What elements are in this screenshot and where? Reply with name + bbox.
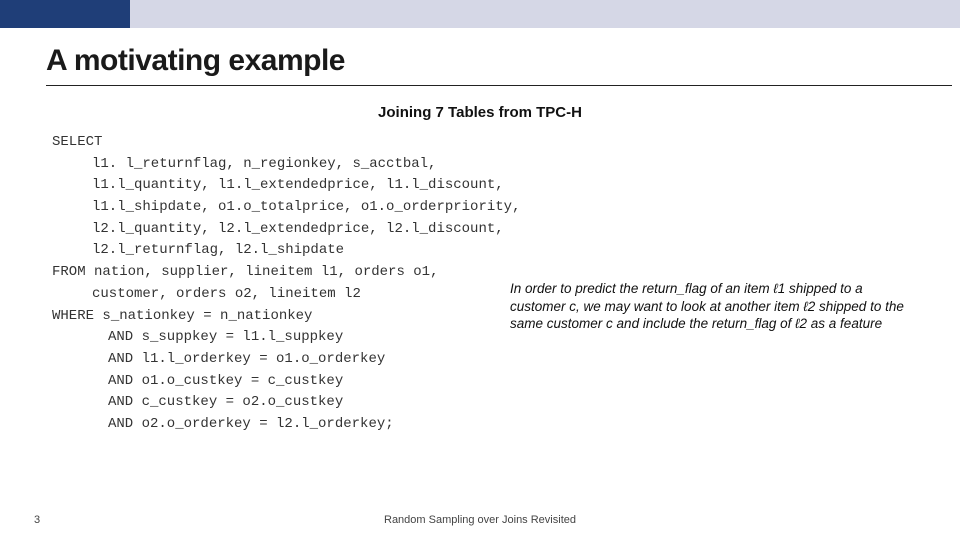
title-underline	[46, 85, 952, 86]
sql-and-line: AND l1.l_orderkey = o1.o_orderkey	[52, 349, 520, 371]
explanation-caption: In order to predict the return_flag of a…	[510, 280, 920, 333]
sql-select-line: l2.l_returnflag, l2.l_shipdate	[52, 240, 520, 262]
sql-code-block: SELECT l1. l_returnflag, n_regionkey, s_…	[52, 132, 520, 436]
sql-where-line: s_nationkey = n_nationkey	[94, 308, 312, 324]
sql-where-kw: WHERE	[52, 308, 94, 324]
slide-subtitle: Joining 7 Tables from TPC-H	[0, 104, 960, 121]
sql-select-line: l1. l_returnflag, n_regionkey, s_acctbal…	[52, 154, 520, 176]
footer-text: Random Sampling over Joins Revisited	[0, 514, 960, 526]
caption-line: and include the return_flag of ℓ2 as a f…	[617, 316, 883, 331]
sql-select-line: l1.l_quantity, l1.l_extendedprice, l1.l_…	[52, 175, 520, 197]
top-bar-accent	[0, 0, 130, 28]
sql-and-line: AND o1.o_custkey = c_custkey	[52, 371, 520, 393]
sql-from-line: customer, orders o2, lineitem l2	[52, 284, 520, 306]
sql-select-kw: SELECT	[52, 134, 102, 150]
sql-select-line: l1.l_shipdate, o1.o_totalprice, o1.o_ord…	[52, 197, 520, 219]
sql-from-kw: FROM	[52, 264, 86, 280]
sql-and-line: AND c_custkey = o2.o_custkey	[52, 392, 520, 414]
slide-title: A motivating example	[46, 44, 345, 78]
caption-line: In order to predict the return_flag of a…	[510, 281, 785, 296]
sql-and-line: AND o2.o_orderkey = l2.l_orderkey;	[52, 414, 520, 436]
sql-and-line: AND s_suppkey = l1.l_suppkey	[52, 327, 520, 349]
sql-select-line: l2.l_quantity, l2.l_extendedprice, l2.l_…	[52, 219, 520, 241]
top-bar	[0, 0, 960, 28]
sql-from-line: nation, supplier, lineitem l1, orders o1…	[86, 264, 439, 280]
